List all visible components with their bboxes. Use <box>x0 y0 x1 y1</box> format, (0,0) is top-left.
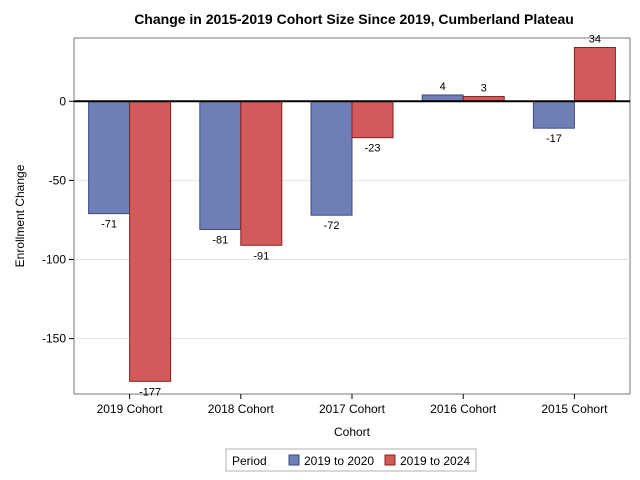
y-tick-label: -50 <box>49 173 67 187</box>
bar-2019-cohort-2019-to-2020 <box>88 100 131 215</box>
data-label-2017-cohort-2019-to-2024: -23 <box>365 143 381 155</box>
legend-swatch-2019-to-2024 <box>384 454 396 466</box>
bar-2018-cohort-2019-to-2024 <box>240 100 283 246</box>
x-tick-label-2015-cohort: 2015 Cohort <box>541 402 608 416</box>
y-axis-ticks: 0 -50 -100 -150 <box>42 94 74 346</box>
data-label-2015-cohort-2019-to-2024: 34 <box>589 33 601 45</box>
x-tick-label-2016-cohort: 2016 Cohort <box>430 402 497 416</box>
legend-label-2019-to-2020: 2019 to 2020 <box>304 454 374 468</box>
bar-2017-cohort-2019-to-2024 <box>351 100 394 139</box>
bar-2015-cohort-2019-to-2020 <box>532 100 575 129</box>
chart-title: Change in 2015-2019 Cohort Size Since 20… <box>134 11 574 27</box>
data-label-2018-cohort-2019-to-2020: -81 <box>212 234 228 246</box>
legend: Period 2019 to 2020 2019 to 2024 <box>225 448 477 472</box>
x-tick-label-2018-cohort: 2018 Cohort <box>208 402 275 416</box>
x-axis-label: Cohort <box>334 425 371 439</box>
data-label-2015-cohort-2019-to-2020: -17 <box>546 133 562 145</box>
legend-title: Period <box>232 454 267 468</box>
legend-swatch-2019-to-2020 <box>288 454 300 466</box>
data-label-2019-cohort-2019-to-2020: -71 <box>101 219 117 231</box>
y-tick-label: 0 <box>59 94 66 108</box>
data-label-2016-cohort-2019-to-2020: 4 <box>440 81 446 93</box>
x-tick-label-2017-cohort: 2017 Cohort <box>319 402 386 416</box>
bar-2018-cohort-2019-to-2020 <box>199 100 242 230</box>
data-label-2019-cohort-2019-to-2024: -177 <box>139 386 161 398</box>
data-label-2016-cohort-2019-to-2024: 3 <box>481 83 487 95</box>
data-labels: -71 -177 -81 -91 -72 -23 4 3 -17 34 <box>101 33 601 398</box>
bar-2019-cohort-2019-to-2024 <box>129 100 172 382</box>
y-axis-label: Enrollment Change <box>13 164 27 267</box>
y-tick-label: -150 <box>42 332 66 346</box>
legend-label-2019-to-2024: 2019 to 2024 <box>400 454 470 468</box>
y-tick-label: -100 <box>42 253 66 267</box>
bar-2015-cohort-2019-to-2024 <box>573 46 616 102</box>
bar-2017-cohort-2019-to-2020 <box>310 100 353 216</box>
x-axis-ticks: 2019 Cohort 2018 Cohort 2017 Cohort 2016 Co… <box>97 394 608 416</box>
x-tick-label-2019-cohort: 2019 Cohort <box>97 402 164 416</box>
data-label-2017-cohort-2019-to-2020: -72 <box>324 220 340 232</box>
bars <box>88 46 616 382</box>
data-label-2018-cohort-2019-to-2024: -91 <box>253 250 269 262</box>
